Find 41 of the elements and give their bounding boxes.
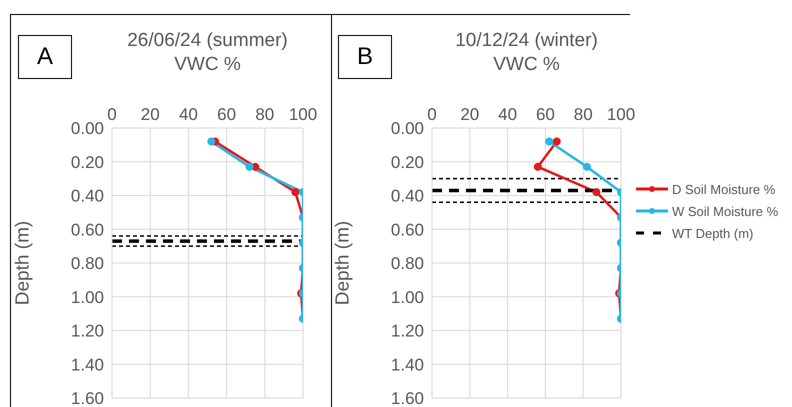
y-tick-label: 0.60 (70, 220, 104, 240)
y-tick-label: 1.40 (390, 355, 424, 374)
y-tick-label: 0.20 (390, 152, 424, 172)
x-tick-label: 40 (178, 105, 198, 124)
x-tick-label: 40 (498, 105, 518, 124)
x-tick-label: 100 (288, 105, 318, 124)
x-tick-label: 0 (107, 105, 117, 124)
legend-label: WT Depth (m) (672, 226, 754, 240)
x-tick-label: 0 (427, 105, 437, 124)
x-tick-label: 60 (536, 105, 555, 124)
y-tick-label: 1.00 (70, 288, 104, 307)
x-tick-label: 80 (255, 105, 274, 124)
x-tick-label: 60 (217, 105, 236, 124)
y-tick-label: 0.60 (390, 220, 424, 240)
y-tick-label: 0.00 (390, 119, 424, 138)
y-tick-label: 1.20 (390, 322, 424, 341)
legend-label: D Soil Moisture % (672, 182, 776, 196)
text: B (338, 35, 392, 79)
chart-title: 26/06/24 (summer) (126, 30, 289, 52)
legend-label: W Soil Moisture % (672, 204, 778, 218)
chart-title: 10/12/24 (winter) (454, 30, 599, 52)
y-tick-label: 0.20 (70, 152, 104, 172)
y-tick-label: 0.40 (390, 186, 424, 206)
y-tick-label: 0.80 (390, 254, 424, 274)
x-axis-title: VWC % (492, 54, 561, 76)
x-tick-label: 80 (574, 105, 593, 124)
y-tick-label: 0.00 (70, 119, 104, 138)
x-tick-label: 100 (606, 105, 636, 124)
y-tick-label: 1.20 (70, 322, 104, 341)
y-tick-label: 1.40 (70, 355, 104, 374)
y-tick-label: 1.60 (390, 389, 424, 407)
y-tick-label: 1.60 (70, 389, 104, 407)
y-axis-title: Depth (m) (332, 220, 354, 306)
y-tick-label: 0.80 (70, 254, 104, 274)
y-axis-title: Depth (m) (12, 220, 34, 306)
x-tick-label: 20 (460, 105, 480, 124)
y-tick-label: 1.00 (390, 288, 424, 307)
y-tick-label: 0.40 (70, 186, 104, 206)
x-axis-title: VWC % (173, 54, 242, 76)
x-tick-label: 20 (140, 105, 160, 124)
text: A (18, 35, 72, 79)
